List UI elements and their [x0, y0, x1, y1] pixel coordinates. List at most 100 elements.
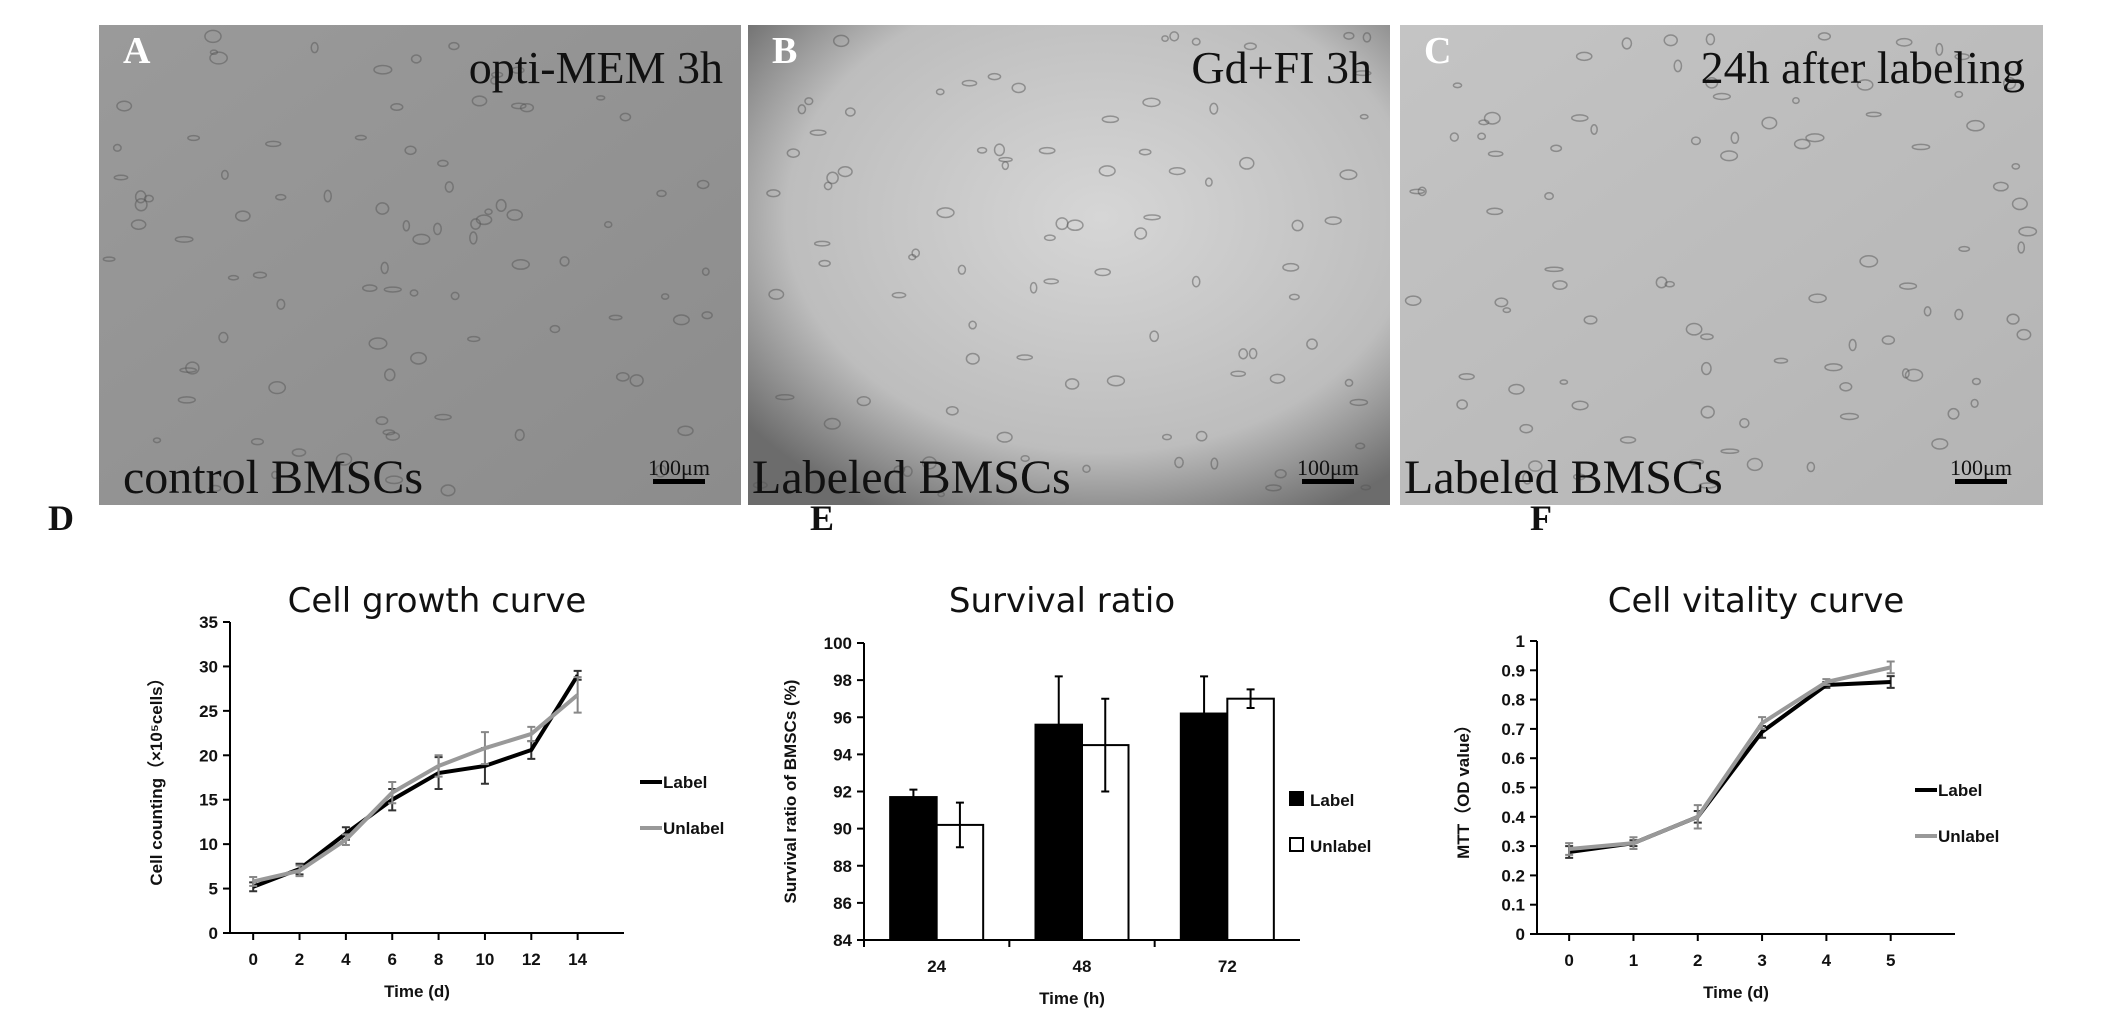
- error-bar: [249, 876, 258, 887]
- cell: [1947, 407, 1960, 420]
- x-tick-label: 24: [927, 957, 946, 976]
- cell: [484, 208, 493, 216]
- cell: [265, 140, 282, 148]
- cell: [696, 179, 710, 190]
- cell: [514, 428, 525, 442]
- x-tick-label: 4: [1822, 951, 1832, 970]
- cell: [1730, 131, 1740, 145]
- y-tick-label: 0.3: [1501, 837, 1525, 856]
- cell: [1210, 457, 1219, 470]
- cell: [1590, 124, 1598, 135]
- y-tick-label: 0.6: [1501, 749, 1525, 768]
- cell: [1269, 373, 1286, 384]
- cell: [1570, 114, 1589, 122]
- legend-label: Unlabel: [1310, 837, 1371, 856]
- panel-title: 24h after labeling: [1701, 42, 2025, 93]
- cell: [1191, 37, 1201, 46]
- y-tick-label: 90: [833, 820, 852, 839]
- cell: [410, 54, 422, 64]
- error-bar: [1200, 675, 1209, 752]
- cell: [837, 166, 853, 178]
- cell: [1169, 31, 1180, 42]
- x-tick-label: 2: [295, 950, 304, 969]
- cell: [1101, 115, 1120, 124]
- cell: [1339, 169, 1358, 181]
- cell: [804, 97, 814, 106]
- cell: [275, 193, 287, 201]
- y-tick-label: 1: [1516, 632, 1525, 651]
- legend-swatch: [1289, 837, 1304, 852]
- panel-title: opti-MEM 3h: [469, 42, 723, 93]
- cell: [1011, 82, 1026, 94]
- cell: [1043, 278, 1060, 285]
- y-tick-label: 0.8: [1501, 691, 1525, 710]
- cell: [660, 293, 670, 300]
- cell: [1619, 436, 1637, 444]
- x-tick-label: 8: [434, 950, 443, 969]
- cell: [1761, 116, 1778, 130]
- cell: [965, 352, 980, 365]
- cell: [1106, 375, 1126, 387]
- panel-letter: D: [48, 498, 74, 538]
- cell: [1881, 335, 1896, 345]
- cell: [1698, 482, 1717, 489]
- y-tick-label: 0.5: [1501, 779, 1525, 798]
- cell: [354, 134, 367, 141]
- cell: [1954, 90, 1964, 99]
- y-tick-label: 25: [199, 702, 218, 721]
- cell: [1700, 405, 1715, 419]
- y-tick-label: 92: [833, 783, 852, 802]
- cell: [2006, 313, 2020, 325]
- cell: [1417, 186, 1427, 197]
- error-bar: [573, 676, 582, 714]
- cell: [1324, 216, 1342, 226]
- cell: [383, 286, 402, 293]
- cell: [174, 235, 194, 243]
- cell: [1449, 132, 1460, 142]
- error-bar: [909, 788, 918, 806]
- y-axis-title: Survival ratio of BMSCs (%): [781, 680, 800, 904]
- cell: [390, 103, 404, 112]
- legend-label: Unlabel: [663, 819, 724, 838]
- cell: [1793, 138, 1811, 150]
- cell: [402, 219, 411, 232]
- panel-letter: B: [772, 30, 797, 72]
- cell: [383, 368, 396, 382]
- cell: [2017, 241, 2026, 254]
- cell: [1700, 333, 1714, 341]
- y-tick-label: 96: [833, 708, 852, 727]
- cell: [1848, 338, 1857, 352]
- cell: [844, 107, 856, 117]
- cell: [490, 71, 504, 78]
- cell: [1688, 458, 1705, 466]
- cell: [1895, 37, 1913, 47]
- micrograph: [1400, 25, 2043, 505]
- cell: [608, 314, 623, 321]
- cell: [1806, 461, 1816, 473]
- cell: [1522, 471, 1533, 485]
- cell: [701, 311, 713, 320]
- line: [1568, 665, 1892, 852]
- cell: [1971, 377, 1982, 386]
- cell: [1098, 165, 1116, 177]
- cell: [252, 271, 268, 279]
- x-axis-title: Time (d): [384, 982, 450, 1001]
- cell: [187, 134, 201, 142]
- cell: [276, 298, 286, 310]
- scale-label: 100μm: [1950, 455, 2012, 480]
- cell: [1544, 266, 1564, 273]
- cell: [1209, 102, 1219, 115]
- cell: [1824, 363, 1843, 372]
- x-tick-label: 48: [1073, 957, 1092, 976]
- cell: [1746, 457, 1764, 472]
- cell: [1161, 433, 1173, 441]
- cell: [1230, 370, 1247, 378]
- cell: [2011, 162, 2021, 170]
- cell: [1082, 464, 1091, 473]
- cell: [1901, 368, 1910, 379]
- cell: [143, 194, 154, 203]
- x-tick-label: 72: [1218, 957, 1237, 976]
- cell: [1720, 448, 1740, 454]
- cell: [209, 51, 228, 65]
- cell: [1239, 156, 1255, 170]
